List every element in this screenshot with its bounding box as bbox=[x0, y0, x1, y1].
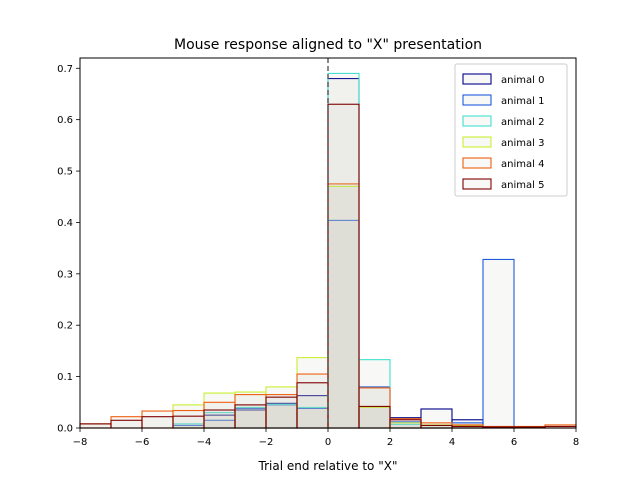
bar bbox=[234, 391, 267, 429]
x-axis-label: Trial end relative to "X" bbox=[258, 459, 398, 473]
bar bbox=[327, 72, 360, 429]
plot-area: −8 −6 −4 −2 0 2 4 6 8 0.0 0.1 0.2 0.3 0.4 0.5 0.6 0.7 bbox=[57, 57, 579, 448]
legend-swatch bbox=[462, 73, 492, 85]
legend-swatch bbox=[462, 157, 492, 169]
legend-label: animal 3 bbox=[501, 138, 544, 149]
x-tick-label: 6 bbox=[511, 437, 517, 448]
legend-swatch bbox=[462, 115, 492, 127]
bar bbox=[482, 258, 515, 429]
legend: animal 0 animal 1 animal 2 animal 3 animal 4… bbox=[454, 63, 568, 197]
x-tick-label: 4 bbox=[449, 437, 455, 448]
y-tick-label: 0.1 bbox=[57, 372, 73, 383]
x-tick-label: 8 bbox=[573, 437, 579, 448]
series-animal-2 bbox=[172, 72, 484, 429]
bar bbox=[265, 386, 298, 429]
bar bbox=[296, 357, 329, 429]
legend-label: animal 2 bbox=[501, 117, 544, 128]
x-tick-label: −8 bbox=[73, 437, 88, 448]
x-tick-label: 0 bbox=[325, 437, 331, 448]
y-tick-label: 0.0 bbox=[57, 424, 73, 435]
y-tick-label: 0.5 bbox=[57, 167, 73, 178]
bar bbox=[234, 404, 267, 429]
bar bbox=[110, 419, 143, 429]
series-animal-3 bbox=[172, 185, 484, 429]
y-tick-label: 0.7 bbox=[57, 64, 73, 75]
bar bbox=[358, 405, 391, 429]
bar bbox=[389, 419, 422, 429]
bar bbox=[234, 394, 267, 429]
bar bbox=[172, 415, 205, 429]
legend-label: animal 0 bbox=[501, 75, 544, 86]
x-tick-label: −6 bbox=[135, 437, 150, 448]
x-tick-label: −4 bbox=[197, 437, 212, 448]
legend-swatch bbox=[462, 136, 492, 148]
bar bbox=[327, 103, 360, 429]
legend-label: animal 5 bbox=[501, 180, 544, 191]
bar bbox=[203, 409, 236, 429]
bar bbox=[358, 359, 391, 429]
bar bbox=[265, 396, 298, 429]
bar bbox=[141, 416, 174, 429]
bar bbox=[296, 382, 329, 429]
y-tick-label: 0.2 bbox=[57, 321, 73, 332]
bar bbox=[79, 423, 112, 429]
series-animal-5 bbox=[79, 103, 577, 429]
legend-swatch bbox=[462, 178, 492, 190]
x-tick-label: −2 bbox=[259, 437, 274, 448]
y-tick-label: 0.6 bbox=[57, 115, 73, 126]
chart-title: Mouse response aligned to "X" presentati… bbox=[174, 37, 482, 53]
y-tick-label: 0.3 bbox=[57, 269, 73, 280]
x-tick-label: 2 bbox=[387, 437, 393, 448]
y-tick-label: 0.4 bbox=[57, 218, 73, 229]
legend-swatch bbox=[462, 94, 492, 106]
legend-label: animal 1 bbox=[501, 96, 544, 107]
legend-label: animal 4 bbox=[501, 159, 544, 170]
legend-box bbox=[454, 63, 568, 197]
